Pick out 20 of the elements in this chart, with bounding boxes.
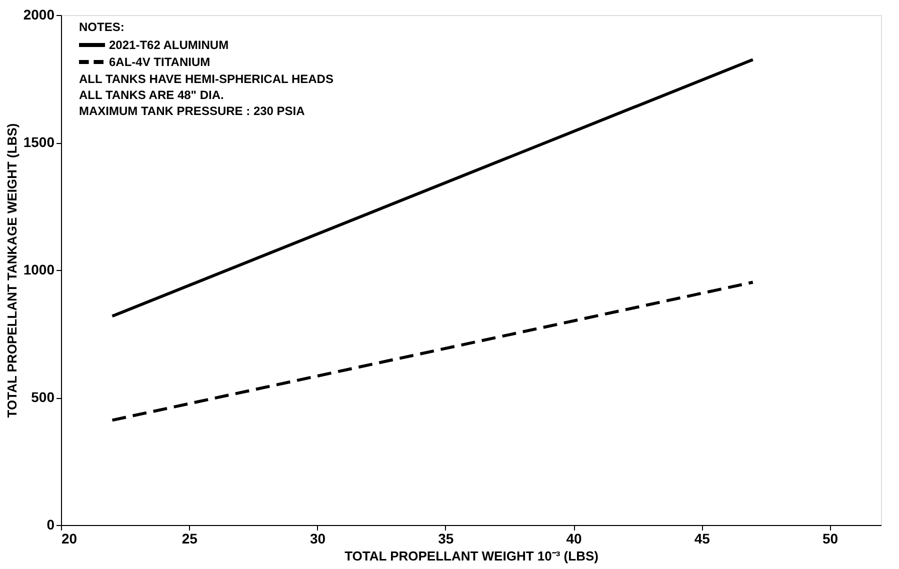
x-tick-label: 20: [62, 530, 78, 546]
y-tick-label: 1000: [23, 262, 55, 278]
annotation: ALL TANKS ARE 48" DIA.: [79, 88, 224, 102]
x-tick-label: 30: [310, 530, 326, 546]
annotation: MAXIMUM TANK PRESSURE : 230 PSIA: [79, 104, 306, 118]
annotation: NOTES:: [79, 20, 124, 34]
y-tick-label: 0: [46, 516, 55, 532]
x-tick-label: 40: [566, 530, 582, 546]
x-tick-label: 25: [182, 530, 198, 546]
x-tick-label: 50: [822, 530, 838, 546]
y-tick-label: 500: [31, 389, 55, 405]
legend-label: 6AL-4V TITANIUM: [109, 55, 210, 69]
y-axis-title: TOTAL PROPELLANT TANKAGE WEIGHT (LBS): [4, 123, 20, 418]
y-tick-label: 2000: [23, 6, 55, 22]
y-tick-label: 1500: [23, 134, 55, 150]
legend-label: 2021-T62 ALUMINUM: [109, 38, 229, 52]
x-tick-label: 35: [438, 530, 454, 546]
x-axis-title: TOTAL PROPELLANT WEIGHT 10⁻³ (LBS): [344, 548, 598, 564]
annotation: ALL TANKS HAVE HEMI-SPHERICAL HEADS: [79, 72, 334, 86]
x-tick-label: 45: [694, 530, 710, 546]
